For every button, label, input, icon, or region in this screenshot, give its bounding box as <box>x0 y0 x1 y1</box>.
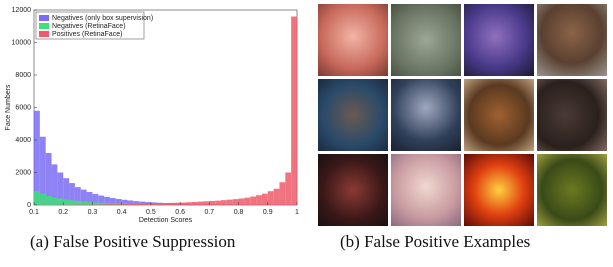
bar <box>128 204 134 205</box>
bar <box>192 202 198 205</box>
bar <box>40 194 46 205</box>
bar <box>145 204 151 205</box>
bar <box>75 201 81 205</box>
bar <box>46 196 52 205</box>
y-tick-label: 8000 <box>15 72 31 79</box>
legend-label: Negatives (RetinaFace) <box>52 23 126 30</box>
x-tick-label: 0.8 <box>234 209 244 216</box>
bar <box>285 173 291 206</box>
y-tick-label: 10000 <box>12 39 32 46</box>
bar <box>262 194 268 205</box>
example-image <box>391 79 461 151</box>
example-image <box>318 4 388 76</box>
y-tick-label: 4000 <box>15 137 31 144</box>
x-tick-label: 0.1 <box>29 209 39 216</box>
bar <box>180 203 186 205</box>
caption: (a) False Positive Suppression <box>30 232 235 252</box>
example-image <box>318 79 388 151</box>
bar <box>256 195 262 205</box>
x-axis-label: Detection Scores <box>139 217 193 224</box>
bar <box>198 202 204 205</box>
example-image <box>464 4 534 76</box>
x-tick-label: 0.9 <box>263 209 273 216</box>
x-tick-label: 0.6 <box>175 209 185 216</box>
bar <box>244 198 250 205</box>
bar <box>168 203 174 205</box>
x-tick-label: 0.5 <box>146 209 156 216</box>
bar <box>250 197 256 205</box>
x-tick-label: 0.7 <box>204 209 214 216</box>
bar <box>81 202 87 205</box>
caption: (b) False Positive Examples <box>340 232 530 252</box>
y-axis-label: Face Numbers <box>5 84 12 130</box>
bar <box>203 201 209 205</box>
bar <box>122 204 128 205</box>
example-image <box>537 154 607 226</box>
example-image <box>391 154 461 226</box>
x-tick-label: 0.4 <box>117 209 127 216</box>
bar <box>34 191 40 205</box>
figure: 0 2000 4000 6000 8000 10000 12000 0.1 0.2 0.3 0.4 0… <box>0 0 613 267</box>
chart: 0 2000 4000 6000 8000 10000 12000 0.1 0.2 0.3 0.4 0… <box>0 0 310 225</box>
x-tick-label: 1 <box>295 209 299 216</box>
y-tick-label: 2000 <box>15 169 31 176</box>
x-tick-label: 0.3 <box>88 209 98 216</box>
bar <box>87 202 93 205</box>
y-tick-label: 6000 <box>15 104 31 111</box>
bar <box>104 204 110 205</box>
bar <box>151 203 157 205</box>
bar <box>186 202 192 205</box>
bar <box>174 203 180 205</box>
legend-swatch <box>39 31 49 37</box>
bar <box>233 199 239 205</box>
bar <box>69 200 75 205</box>
y-tick-label: 0 <box>27 202 31 209</box>
example-image <box>391 4 461 76</box>
bar <box>110 204 116 205</box>
bar <box>98 204 104 205</box>
example-image <box>318 154 388 226</box>
bar <box>63 199 69 205</box>
legend-swatch <box>39 15 49 21</box>
example-image <box>464 154 534 226</box>
bar <box>57 199 63 206</box>
bar <box>163 203 169 205</box>
y-tick-label: 12000 <box>12 7 32 14</box>
example-image <box>464 79 534 151</box>
legend-swatch <box>39 23 49 29</box>
example-grid <box>318 4 606 226</box>
bar <box>157 203 163 205</box>
bar <box>34 111 40 205</box>
example-image <box>537 79 607 151</box>
bar <box>227 200 233 205</box>
bar <box>209 201 215 205</box>
bar <box>239 199 245 206</box>
bar <box>291 17 297 206</box>
bar <box>279 182 285 205</box>
bar <box>116 204 122 205</box>
bar <box>52 197 58 205</box>
bar <box>268 191 274 205</box>
legend-label: Negatives (only box supervision) <box>52 15 153 22</box>
bar <box>133 204 139 205</box>
x-tick-label: 0.2 <box>58 209 68 216</box>
bar <box>139 204 145 205</box>
bar <box>274 189 280 205</box>
bar <box>215 201 221 205</box>
example-image <box>537 4 607 76</box>
legend-label: Positives (RetinaFace) <box>52 31 122 38</box>
bar <box>221 200 227 205</box>
